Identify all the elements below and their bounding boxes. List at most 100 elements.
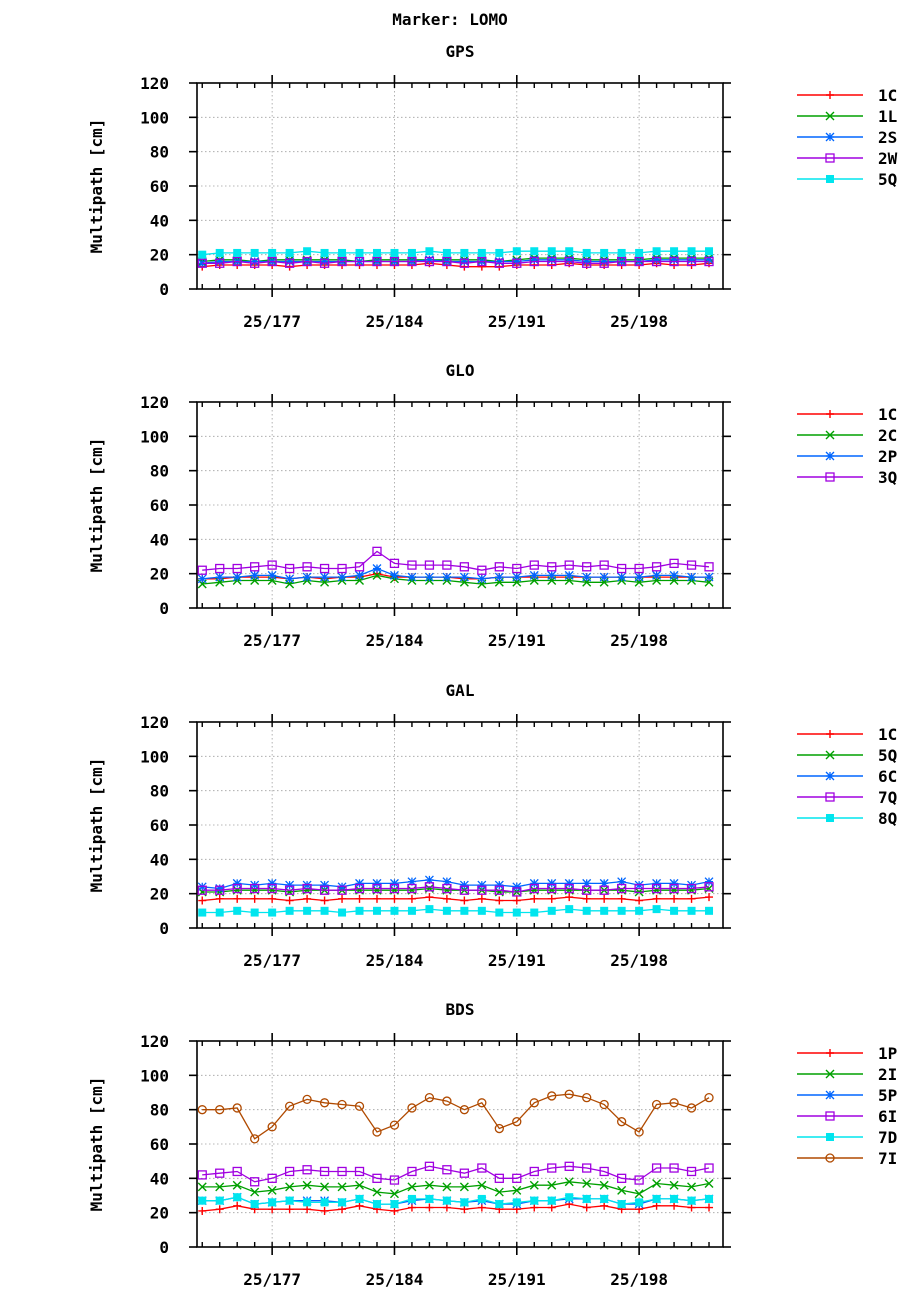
data-point bbox=[303, 1198, 312, 1207]
data-point bbox=[215, 884, 225, 893]
data-point bbox=[460, 1205, 469, 1214]
data-point bbox=[477, 565, 487, 575]
data-point bbox=[338, 908, 347, 917]
data-point bbox=[319, 258, 330, 268]
legend-entry: 2C bbox=[797, 426, 897, 445]
data-point bbox=[669, 1098, 679, 1108]
data-point bbox=[459, 1182, 469, 1192]
legend-label: 6I bbox=[878, 1107, 897, 1126]
series-7i bbox=[197, 1089, 714, 1144]
data-point bbox=[512, 908, 521, 917]
series-2p bbox=[197, 564, 714, 584]
data-point bbox=[687, 1182, 697, 1192]
legend-label: 2P bbox=[878, 447, 897, 466]
data-point bbox=[407, 248, 416, 257]
data-point bbox=[494, 1173, 504, 1183]
data-point bbox=[635, 896, 644, 905]
series-5q bbox=[198, 247, 714, 259]
data-point bbox=[530, 247, 539, 256]
data-point bbox=[424, 255, 434, 265]
y-tick-label: 40 bbox=[150, 1169, 169, 1188]
series-line bbox=[202, 1196, 710, 1205]
data-point bbox=[250, 570, 260, 580]
legend-label: 3Q bbox=[878, 468, 897, 487]
data-point bbox=[355, 570, 364, 580]
data-point bbox=[267, 1173, 277, 1183]
data-point bbox=[389, 883, 400, 894]
data-point bbox=[687, 1196, 696, 1205]
data-point bbox=[617, 248, 626, 257]
data-point bbox=[232, 883, 242, 894]
data-point bbox=[232, 572, 242, 582]
data-point bbox=[459, 880, 469, 890]
data-point bbox=[530, 894, 539, 903]
series-2i bbox=[197, 1177, 714, 1199]
y-tick-label: 100 bbox=[140, 427, 169, 446]
data-point bbox=[599, 572, 609, 582]
data-point bbox=[705, 906, 714, 915]
data-point bbox=[477, 885, 487, 895]
data-point bbox=[529, 1180, 539, 1190]
data-point bbox=[705, 893, 714, 902]
data-point bbox=[424, 875, 434, 885]
data-point bbox=[320, 572, 330, 582]
panel-title: GAL bbox=[446, 681, 475, 700]
data-point bbox=[652, 255, 662, 265]
data-point bbox=[582, 572, 592, 582]
data-point bbox=[651, 1099, 662, 1110]
data-point bbox=[494, 572, 504, 582]
data-point bbox=[319, 563, 330, 574]
data-point bbox=[407, 560, 417, 570]
legend-entry: 3Q bbox=[797, 468, 897, 487]
data-point bbox=[425, 905, 434, 914]
data-point bbox=[355, 1180, 365, 1190]
x-tick-label: 25/177 bbox=[243, 951, 301, 970]
legend-entry: 6I bbox=[797, 1107, 897, 1126]
data-point bbox=[529, 1166, 539, 1177]
x-tick-label: 25/191 bbox=[488, 951, 546, 970]
data-point bbox=[303, 247, 312, 256]
legend-label: 2C bbox=[878, 426, 897, 445]
data-point bbox=[372, 256, 382, 267]
data-point bbox=[442, 1096, 452, 1106]
data-point bbox=[197, 565, 207, 575]
data-point bbox=[687, 1203, 696, 1212]
data-point bbox=[372, 570, 382, 580]
data-point bbox=[337, 256, 347, 267]
legend-label: 5P bbox=[878, 1086, 897, 1105]
data-point bbox=[197, 574, 207, 584]
data-point bbox=[285, 906, 294, 915]
data-point bbox=[320, 906, 329, 915]
data-point bbox=[512, 257, 522, 266]
series-line bbox=[202, 1165, 710, 1183]
legend-entry: 1C bbox=[797, 86, 897, 105]
legend-entry: 1C bbox=[797, 725, 897, 744]
data-point bbox=[477, 248, 486, 257]
data-point bbox=[250, 908, 259, 917]
data-point bbox=[512, 896, 521, 905]
data-point bbox=[529, 1098, 539, 1108]
data-point bbox=[267, 883, 277, 894]
data-point bbox=[372, 248, 381, 257]
x-tick-label: 25/184 bbox=[366, 951, 424, 970]
legend-label: 2S bbox=[878, 128, 897, 147]
data-point bbox=[267, 878, 277, 888]
series-2w bbox=[197, 256, 714, 268]
legend-entry: 1L bbox=[797, 107, 897, 126]
data-point bbox=[669, 1180, 679, 1190]
data-point bbox=[268, 1198, 277, 1207]
legend-entry: 6C bbox=[797, 767, 897, 786]
x-tick-label: 25/184 bbox=[366, 1270, 424, 1289]
data-point bbox=[582, 1163, 592, 1173]
legend-entry: 7D bbox=[797, 1128, 897, 1147]
data-point bbox=[303, 1205, 312, 1214]
data-point bbox=[582, 1093, 592, 1103]
data-point bbox=[512, 1185, 522, 1195]
data-point bbox=[634, 1175, 644, 1185]
data-point bbox=[442, 1203, 451, 1212]
data-point bbox=[564, 883, 574, 894]
series-line bbox=[202, 896, 710, 902]
data-point bbox=[495, 248, 504, 257]
data-point bbox=[302, 1165, 312, 1175]
data-point bbox=[564, 255, 574, 265]
